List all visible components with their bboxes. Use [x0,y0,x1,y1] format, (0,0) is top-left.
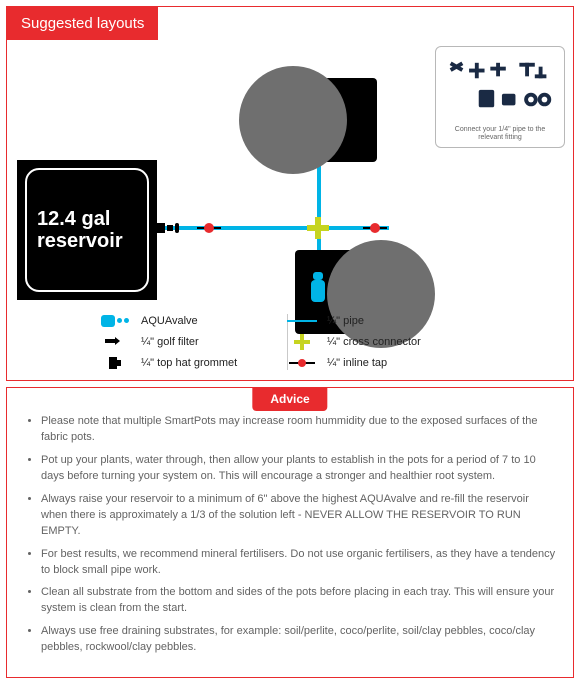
fittings-icon [442,53,558,119]
golf-filter-icon [167,223,181,233]
legend-label: ¼" golf filter [141,336,281,348]
aquavalve-icon [313,272,323,280]
layout-diagram: Connect your 1/4" pipe to the relevant f… [7,40,573,380]
legend-label: ¼" top hat grommet [141,357,281,369]
legend-label: ¼" pipe [327,315,487,327]
inline-tap-icon [363,222,387,234]
aquavalve-icon [101,314,131,328]
inline-tap-icon [197,222,221,234]
cross-connector-icon [287,335,317,349]
pipe-main [159,226,389,230]
advice-item: Always use free draining substrates, for… [41,624,557,656]
fittings-thumbnail: Connect your 1/4" pipe to the relevant f… [435,46,565,148]
legend-label: ¼" cross connector [327,336,487,348]
advice-item: Please note that multiple SmartPots may … [41,414,557,446]
advice-item: Always raise your reservoir to a minimum… [41,492,557,540]
golf-filter-icon [101,335,131,349]
legend: AQUAvalve ¼" pipe ¼" golf filter ¼" cros… [101,314,541,370]
reservoir-label: 12.4 gal reservoir [27,208,147,252]
suggested-layouts-panel: Suggested layouts Connect your 1/4" p [6,6,574,381]
suggested-layouts-title: Suggested layouts [7,7,158,40]
advice-item: For best results, we recommend mineral f… [41,547,557,579]
fittings-caption: Connect your 1/4" pipe to the relevant f… [442,126,558,143]
inline-tap-icon [287,356,317,370]
advice-title: Advice [252,387,327,411]
grommet-icon [157,223,165,233]
cross-connector-icon [307,217,329,239]
advice-panel: Advice Please note that multiple SmartPo… [6,387,574,678]
legend-label: ¼" inline tap [327,357,487,369]
grommet-icon [101,356,131,370]
pot-circle [239,66,347,174]
reservoir-inner: 12.4 gal reservoir [25,168,149,292]
advice-list: Please note that multiple SmartPots may … [23,414,557,656]
pipe-icon [287,314,317,328]
legend-label: AQUAvalve [141,315,281,327]
advice-item: Clean all substrate from the bottom and … [41,585,557,617]
aquavalve-icon [311,280,325,302]
advice-item: Pot up your plants, water through, then … [41,453,557,485]
